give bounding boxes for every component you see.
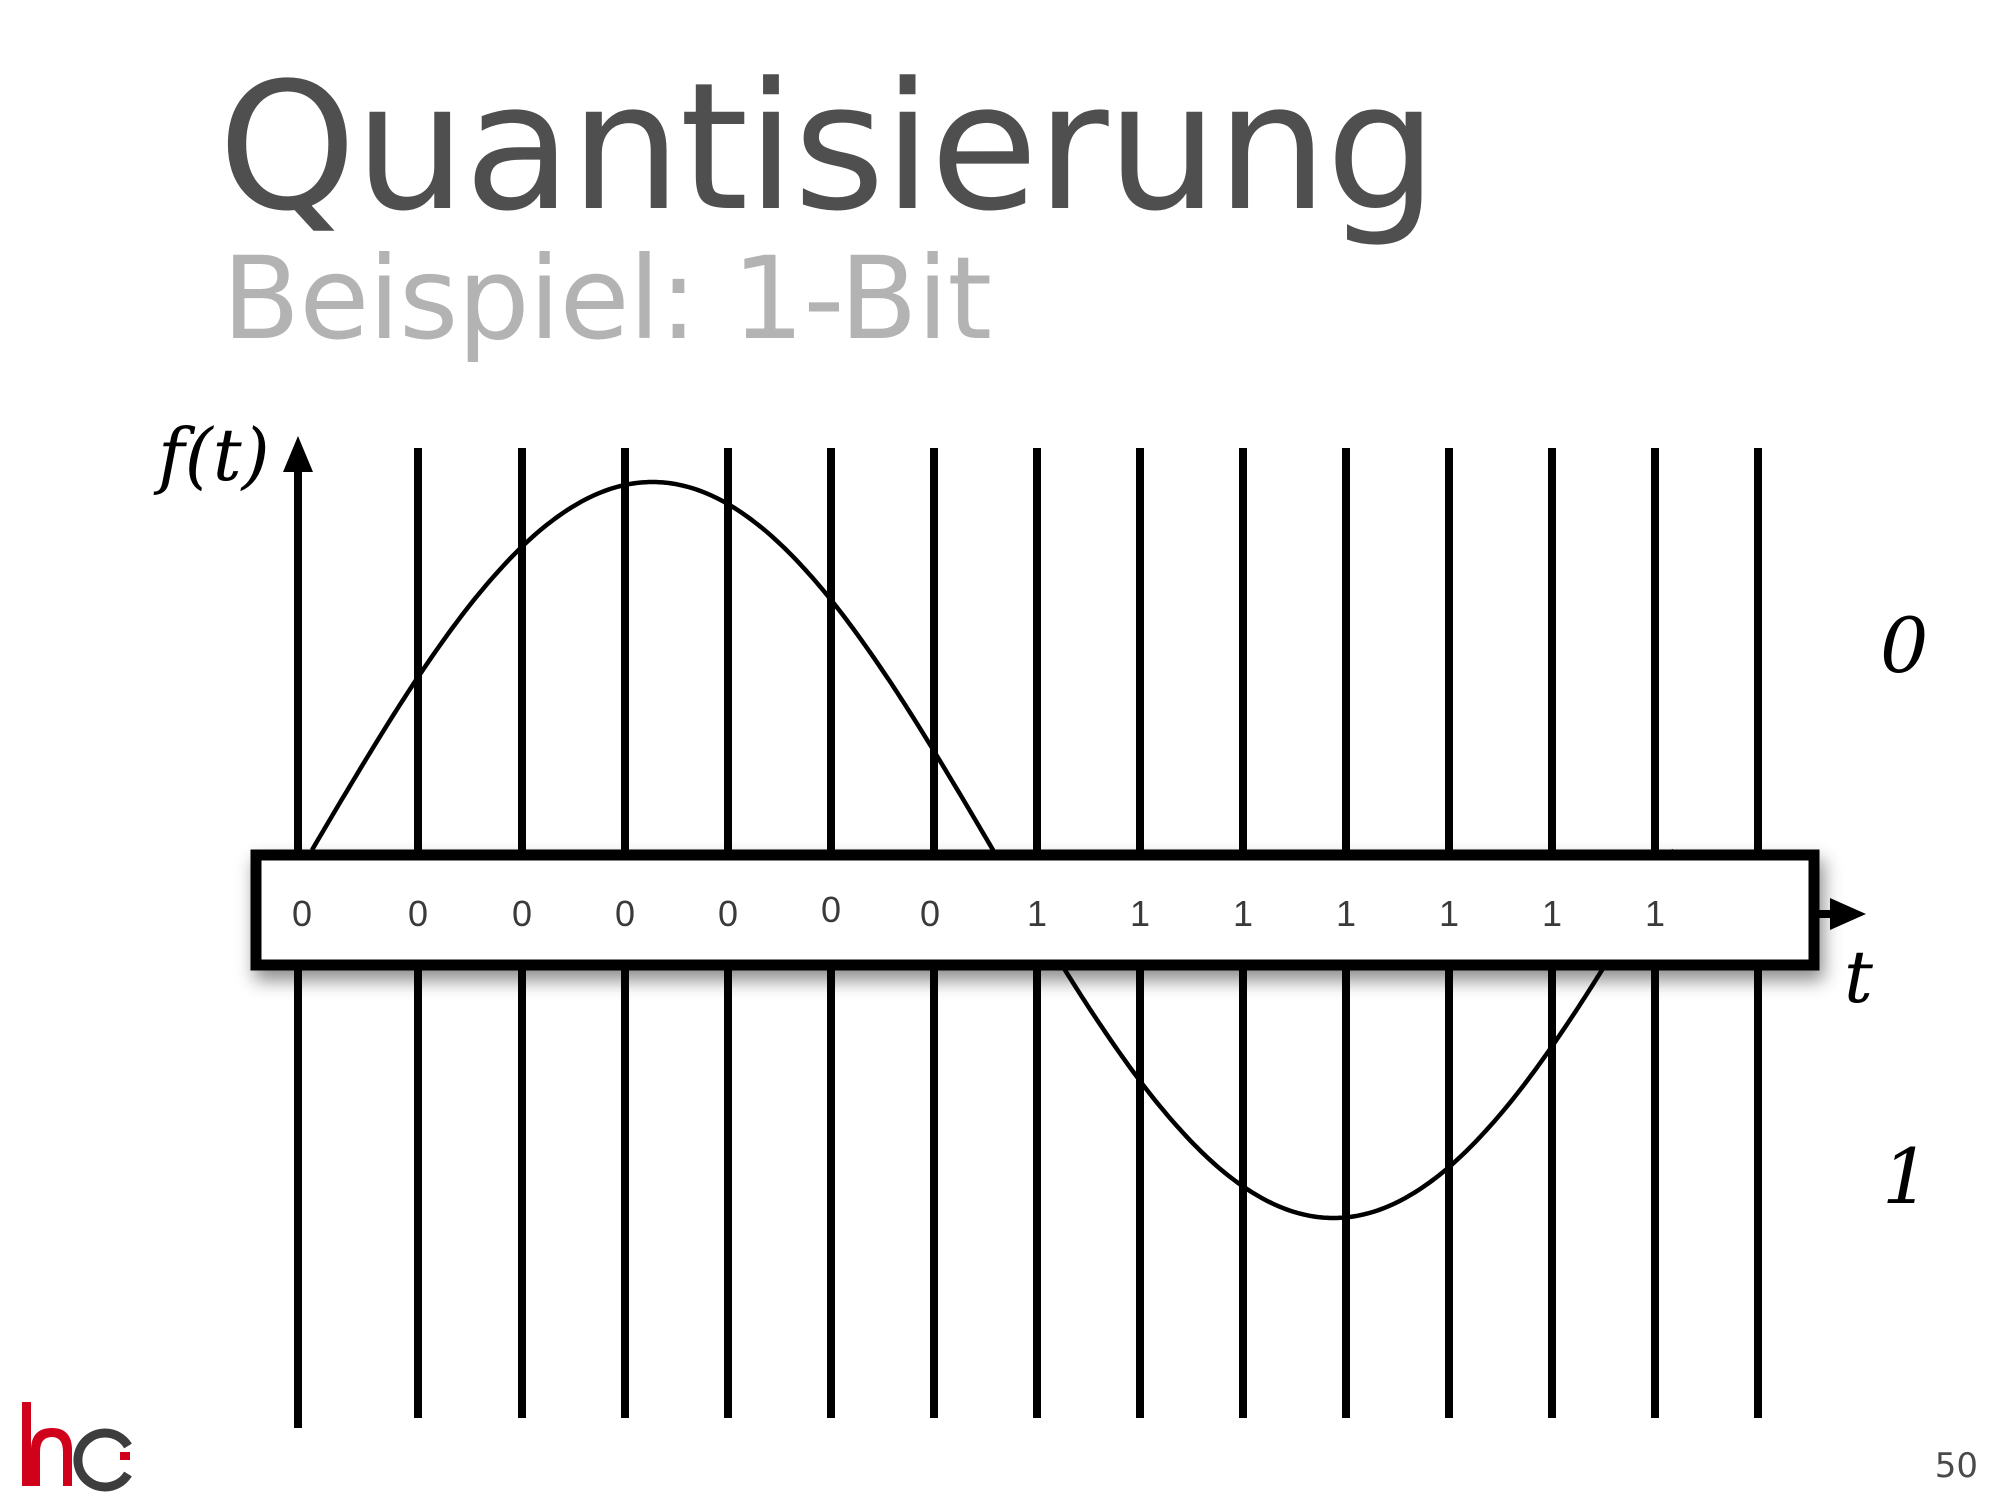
hc-logo-icon: [22, 1402, 132, 1492]
level-lower-label: 1: [1882, 1132, 1930, 1221]
bit-label: 1: [1336, 893, 1356, 934]
quantization-bar: [250, 849, 1820, 971]
x-axis-label: t: [1844, 935, 1874, 1019]
bit-label: 1: [1233, 893, 1253, 934]
bit-label: 0: [512, 893, 532, 934]
bit-label: 0: [408, 893, 428, 934]
level-upper-label: 0: [1880, 601, 1928, 690]
bit-label: 1: [1439, 893, 1459, 934]
bit-label: 1: [1542, 893, 1562, 934]
bit-label: 0: [718, 893, 738, 934]
page-number: 50: [1934, 1446, 1978, 1486]
bit-label: 1: [1645, 893, 1665, 934]
slide-title: Quantisierung: [218, 45, 1437, 250]
slide-subtitle: Beispiel: 1-Bit: [222, 232, 992, 365]
bit-label: 0: [292, 893, 312, 934]
bit-label: 1: [1130, 893, 1150, 934]
bit-labels: 0 0 0 0 0 0 0 1 1 1 1 1 1 1: [292, 889, 1665, 934]
bit-label: 0: [920, 893, 940, 934]
bit-label: 0: [615, 893, 635, 934]
bit-label: 0: [821, 889, 841, 930]
y-axis-label: f(t): [153, 413, 270, 497]
bit-label: 1: [1027, 893, 1047, 934]
